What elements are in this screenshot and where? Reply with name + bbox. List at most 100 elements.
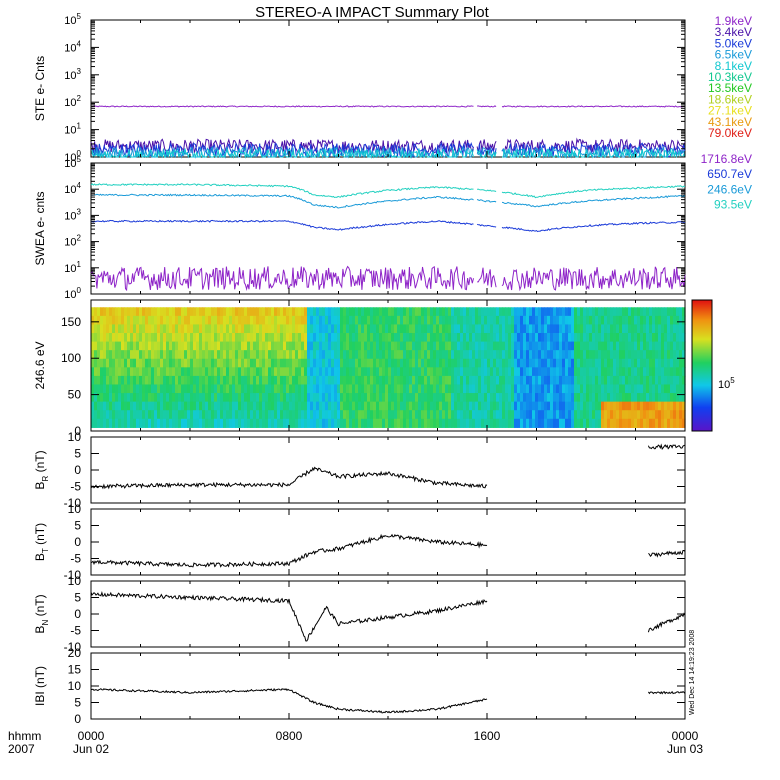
heatmap-cell xyxy=(649,315,653,326)
heatmap-cell xyxy=(97,401,101,411)
heatmap-cell xyxy=(541,341,545,351)
heatmap-cell xyxy=(115,307,119,317)
heatmap-cell xyxy=(175,384,179,394)
heatmap-cell xyxy=(331,384,335,394)
heatmap-cell xyxy=(646,350,650,360)
heatmap-cell xyxy=(460,410,464,420)
heatmap-cell xyxy=(559,333,563,343)
heatmap-cell xyxy=(142,315,146,326)
heatmap-cell xyxy=(226,341,230,351)
heatmap-cell xyxy=(529,350,533,360)
heatmap-cell xyxy=(598,384,602,394)
heatmap-cell xyxy=(262,401,266,411)
heatmap-cell xyxy=(643,418,647,428)
heatmap-cell xyxy=(142,384,146,394)
heatmap-cell xyxy=(553,341,557,351)
heatmap-cell xyxy=(187,418,191,428)
heatmap-cell xyxy=(160,350,164,360)
heatmap-cell xyxy=(298,401,302,411)
heatmap-cell xyxy=(661,401,665,411)
heatmap-cell xyxy=(403,410,407,420)
heatmap-cell xyxy=(451,384,455,394)
heatmap-cell xyxy=(91,341,95,351)
heatmap-cell xyxy=(406,315,410,326)
heatmap-cell xyxy=(352,418,356,428)
heatmap-cell xyxy=(589,418,593,428)
heatmap-cell xyxy=(334,307,338,317)
heatmap-cell xyxy=(292,324,296,334)
heatmap-cell xyxy=(271,367,275,377)
heatmap-cell xyxy=(409,350,413,360)
heatmap-cell xyxy=(352,307,356,317)
heatmap-cell xyxy=(217,393,221,403)
heatmap-cell xyxy=(319,307,323,317)
heatmap-cell xyxy=(673,307,677,317)
heatmap-cell xyxy=(286,418,290,428)
heatmap-cell xyxy=(199,367,203,377)
heatmap-cell xyxy=(148,367,152,377)
heatmap-cell xyxy=(508,358,512,368)
heatmap-cell xyxy=(628,375,632,386)
heatmap-cell xyxy=(412,341,416,351)
heatmap-cell xyxy=(472,307,476,317)
heatmap-cell xyxy=(544,375,548,386)
heatmap-cell xyxy=(202,358,206,368)
heatmap-cell xyxy=(664,315,668,326)
heatmap-cell xyxy=(268,401,272,411)
heatmap-cell xyxy=(121,418,125,428)
heatmap-cell xyxy=(520,358,524,368)
heatmap-cell xyxy=(643,315,647,326)
heatmap-cell xyxy=(328,401,332,411)
heatmap-cell xyxy=(562,307,566,317)
heatmap-cell xyxy=(595,384,599,394)
heatmap-cell xyxy=(676,350,680,360)
heatmap-cell xyxy=(544,384,548,394)
heatmap-cell xyxy=(328,350,332,360)
heatmap-cell xyxy=(178,350,182,360)
heatmap-cell xyxy=(598,358,602,368)
heatmap-cell xyxy=(205,358,209,368)
heatmap-cell xyxy=(199,401,203,411)
heatmap-cell xyxy=(202,350,206,360)
heatmap-cell xyxy=(208,341,212,351)
heatmap-cell xyxy=(457,410,461,420)
heatmap-cell xyxy=(514,350,518,360)
heatmap-cell xyxy=(364,384,368,394)
heatmap-cell xyxy=(409,341,413,351)
heatmap-cell xyxy=(376,401,380,411)
heatmap-cell xyxy=(631,393,635,403)
heatmap-cell xyxy=(328,418,332,428)
heatmap-cell xyxy=(397,375,401,386)
heatmap-cell xyxy=(373,418,377,428)
heatmap-cell xyxy=(295,367,299,377)
heatmap-cell xyxy=(355,393,359,403)
heatmap-cell xyxy=(517,393,521,403)
heatmap-cell xyxy=(637,358,641,368)
heatmap-cell xyxy=(544,358,548,368)
heatmap-cell xyxy=(124,418,128,428)
heatmap-cell xyxy=(238,341,242,351)
heatmap-cell xyxy=(457,393,461,403)
heatmap-cell xyxy=(562,401,566,411)
heatmap-cell xyxy=(124,333,128,343)
heatmap-cell xyxy=(307,393,311,403)
heatmap-cell xyxy=(601,384,605,394)
heatmap-cell xyxy=(142,410,146,420)
heatmap-cell xyxy=(370,324,374,334)
heatmap-cell xyxy=(388,315,392,326)
heatmap-cell xyxy=(298,358,302,368)
heatmap-cell xyxy=(208,358,212,368)
heatmap-cell xyxy=(415,341,419,351)
heatmap-cell xyxy=(418,384,422,394)
heatmap-cell xyxy=(313,324,317,334)
heatmap-cell xyxy=(550,367,554,377)
y-axis-label: BR (nT) xyxy=(33,450,50,489)
heatmap-cell xyxy=(172,341,176,351)
heatmap-cell xyxy=(466,350,470,360)
heatmap-cell xyxy=(208,367,212,377)
heatmap-cell xyxy=(208,384,212,394)
heatmap-cell xyxy=(355,315,359,326)
heatmap-cell xyxy=(559,393,563,403)
heatmap-cell xyxy=(109,350,113,360)
heatmap-cell xyxy=(532,324,536,334)
